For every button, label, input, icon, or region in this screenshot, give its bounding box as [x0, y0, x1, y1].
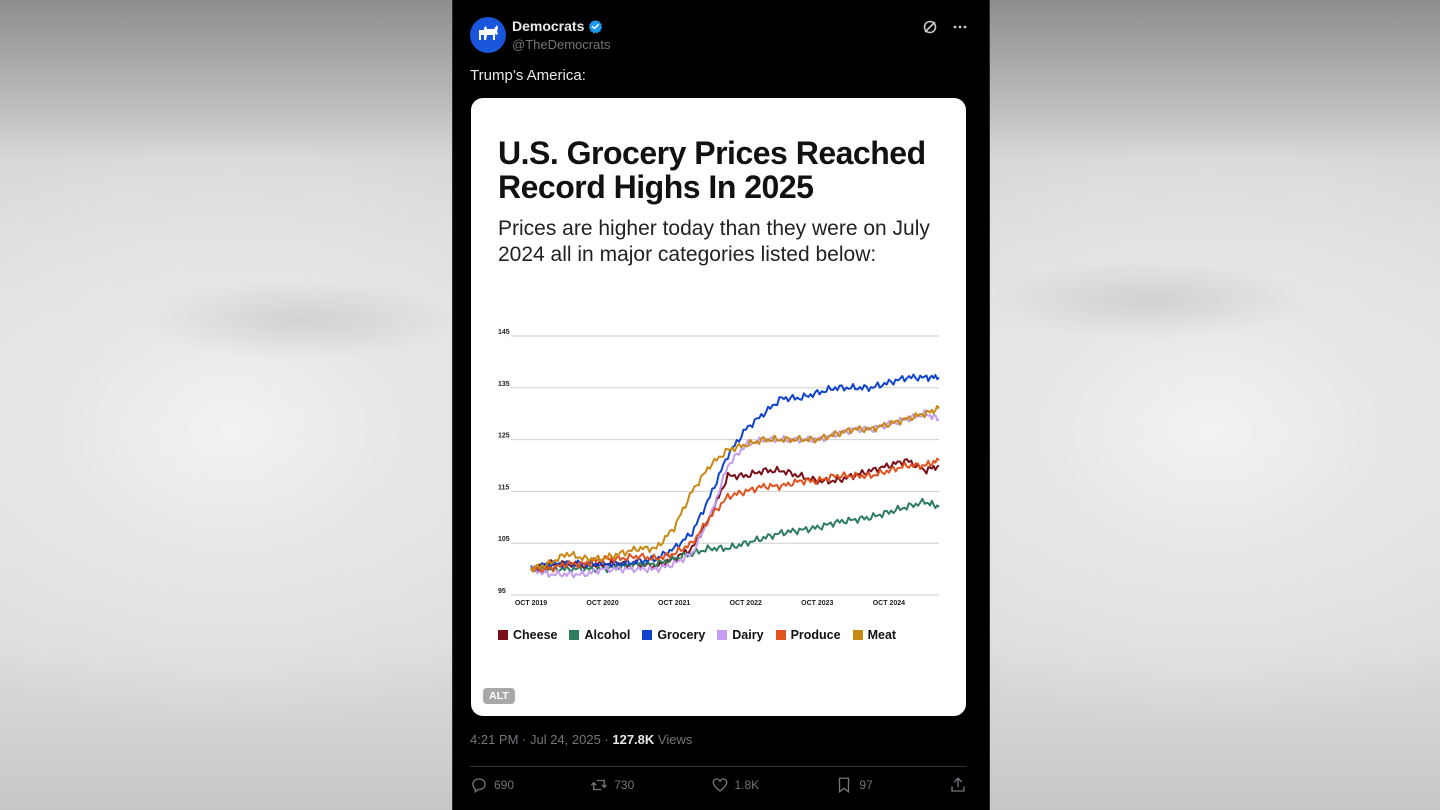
- divider: [470, 766, 967, 767]
- verified-badge-icon: [589, 19, 603, 33]
- legend-label: Meat: [867, 628, 897, 642]
- legend-label: Produce: [790, 628, 841, 642]
- legend-swatch: [775, 630, 786, 640]
- repost-count: 730: [614, 778, 635, 792]
- y-tick-label: 125: [498, 433, 510, 440]
- x-tick-label: OCT 2022: [730, 600, 762, 607]
- tweet-timestamp[interactable]: 4:21 PM · Jul 24, 2025 ·: [470, 732, 613, 747]
- legend-label: Dairy: [732, 628, 764, 642]
- share-icon: [951, 777, 965, 792]
- bookmark-count: 97: [859, 778, 873, 792]
- bookmark-button[interactable]: 97: [835, 776, 873, 794]
- chart-title: U.S. Grocery Prices Reached Record Highs…: [498, 135, 926, 205]
- account-name[interactable]: Democrats: [512, 18, 585, 34]
- legend-swatch: [642, 630, 653, 640]
- legend-item-dairy: Dairy: [717, 628, 764, 642]
- series-line-meat: [530, 404, 940, 573]
- legend-label: Grocery: [657, 628, 706, 642]
- legend-item-grocery: Grocery: [642, 628, 705, 642]
- avatar[interactable]: [470, 17, 506, 53]
- legend-swatch: [717, 630, 728, 640]
- x-tick-label: OCT 2021: [658, 600, 690, 607]
- grok-icon[interactable]: [921, 18, 939, 36]
- repost-icon: [591, 779, 608, 791]
- reply-button[interactable]: 690: [470, 776, 514, 794]
- y-tick-label: 105: [498, 536, 510, 543]
- more-options-icon[interactable]: [951, 18, 969, 36]
- account-handle[interactable]: @TheDemocrats: [512, 37, 611, 52]
- action-bar: 690 730 1.8K 97: [470, 776, 967, 794]
- tweet-panel: Democrats @TheDemocrats Trump’s America:…: [452, 0, 990, 810]
- y-tick-label: 135: [498, 381, 510, 388]
- tweet-text: Trump’s America:: [470, 67, 586, 84]
- tweet-meta: 4:21 PM · Jul 24, 2025 · 127.8K Views: [470, 732, 692, 747]
- reply-icon: [472, 778, 486, 794]
- views-count: 127.8K: [612, 732, 655, 747]
- legend-swatch: [498, 630, 508, 640]
- donkey-logo-icon: [479, 25, 498, 40]
- repost-button[interactable]: 730: [590, 776, 634, 794]
- reply-count: 690: [494, 778, 515, 792]
- share-button[interactable]: [949, 776, 967, 794]
- legend-swatch: [569, 630, 580, 640]
- y-tick-label: 95: [498, 588, 506, 595]
- x-tick-label: OCT 2020: [586, 600, 618, 607]
- legend-item-cheese: Cheese: [498, 628, 557, 642]
- legend-label: Alcohol: [584, 628, 631, 642]
- legend-label: Cheese: [513, 628, 558, 642]
- legend-item-meat: Meat: [852, 628, 897, 642]
- alt-badge[interactable]: ALT: [483, 688, 515, 704]
- legend-swatch: [852, 630, 863, 640]
- like-count: 1.8K: [734, 778, 760, 792]
- views-label: Views: [654, 732, 693, 747]
- line-chart: 95 105 115 125 135 145 OCT 2019 OCT 2020 OCT 202…: [498, 329, 940, 607]
- legend-item-alcohol: Alcohol: [569, 628, 630, 642]
- chart-subtitle: Prices are higher today than they were o…: [498, 217, 930, 266]
- x-tick-label: OCT 2019: [515, 600, 547, 607]
- y-tick-label: 145: [498, 329, 510, 336]
- bookmark-icon: [839, 777, 850, 794]
- x-tick-label: OCT 2023: [801, 600, 833, 607]
- like-button[interactable]: 1.8K: [711, 776, 760, 794]
- x-tick-label: OCT 2024: [873, 600, 905, 607]
- heart-icon: [712, 778, 727, 792]
- legend-item-produce: Produce: [775, 628, 841, 642]
- chart-legend: Cheese Alcohol Grocery Dairy Produce Meat: [498, 628, 896, 642]
- series-line-grocery: [530, 373, 940, 572]
- y-tick-label: 115: [498, 484, 509, 491]
- chart-image[interactable]: U.S. Grocery Prices Reached Record Highs…: [471, 98, 966, 716]
